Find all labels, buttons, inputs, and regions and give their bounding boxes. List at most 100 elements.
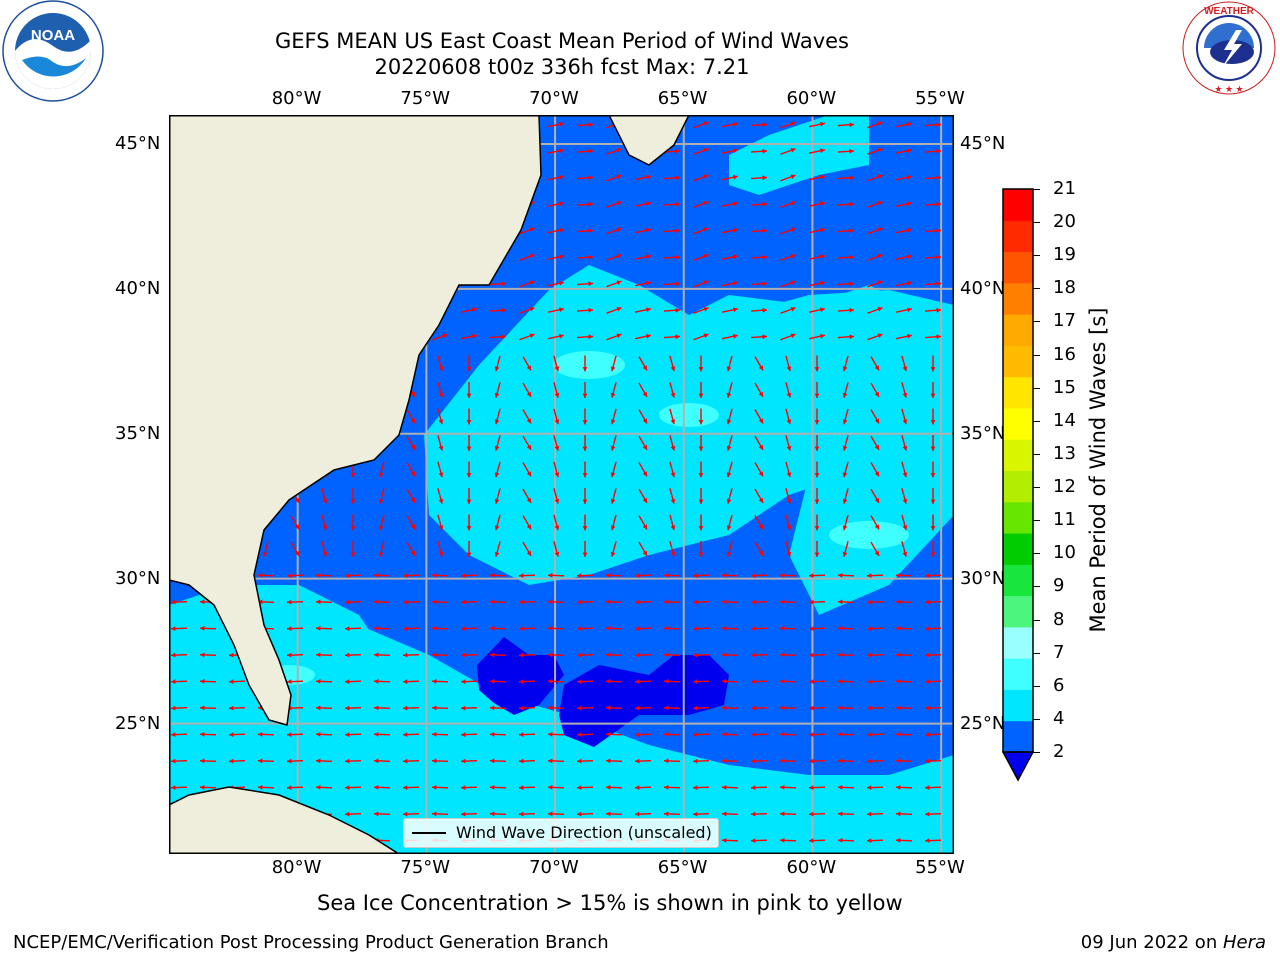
wind-arrowhead (786, 366, 792, 372)
wind-arrowhead (762, 334, 767, 340)
wind-arrowhead (838, 678, 843, 684)
wind-arrowhead (588, 281, 593, 287)
wind-arrowhead (780, 599, 785, 605)
wind-arrowhead (820, 307, 825, 313)
wind-arrowhead (751, 785, 756, 791)
wind-arrowhead (780, 705, 785, 711)
wind-arrowhead (548, 599, 553, 605)
wind-arrowhead (726, 445, 732, 451)
wind-arrowhead (432, 811, 437, 817)
wind-arrowhead (758, 418, 763, 424)
wind-arrowhead (494, 498, 500, 504)
wind-arrowhead (670, 392, 676, 398)
wind-arrowhead (762, 175, 767, 181)
wind-arrowhead (703, 280, 709, 286)
wind-arrowhead (838, 652, 843, 658)
wind-arrowhead (646, 201, 651, 207)
wind-arrowhead (874, 471, 879, 477)
noaa-logo: NOAA (2, 0, 104, 102)
wind-arrowhead (432, 625, 437, 631)
colorbar-tick: 14 (1053, 409, 1076, 431)
wind-arrowhead (432, 599, 437, 605)
wind-arrowhead (577, 785, 582, 791)
wind-arrowhead (726, 498, 732, 504)
wind-arrowhead (642, 497, 647, 503)
wind-arrowhead (316, 599, 321, 605)
wind-arrowhead (582, 393, 588, 398)
wind-arrowhead (925, 758, 930, 764)
wind-arrowhead (820, 227, 825, 233)
wind-arrowhead (403, 679, 408, 685)
wind-arrowhead (814, 552, 820, 557)
wind-arrowhead (171, 758, 176, 764)
wind-arrowhead (378, 472, 384, 478)
wind-arrowhead (432, 731, 437, 737)
wind-arrowhead (350, 473, 356, 478)
wind-arrowhead (896, 599, 901, 605)
map-legend: Wind Wave Direction (unscaled) (403, 818, 719, 848)
wind-arrowhead (229, 679, 234, 685)
wind-arrowhead (287, 626, 292, 632)
longitude-label: 65°W (657, 857, 708, 878)
wind-arrowhead (930, 420, 936, 425)
wind-arrowhead (642, 418, 647, 424)
wind-arrowhead (786, 392, 792, 398)
wind-arrowhead (907, 148, 912, 154)
wind-arrowhead (838, 837, 843, 843)
wind-arrowhead (461, 652, 466, 658)
wind-arrowhead (698, 473, 704, 478)
wind-arrowhead (849, 334, 854, 340)
colorbar-segment (1003, 658, 1033, 690)
svg-text:★ ★ ★: ★ ★ ★ (1214, 84, 1243, 94)
footer-host: Hera (1222, 932, 1266, 953)
wind-arrowhead (529, 333, 535, 339)
wind-arrowhead (675, 334, 680, 340)
wind-arrowhead (762, 307, 767, 313)
latitude-label: 30°N (960, 567, 1006, 589)
wind-arrowhead (849, 148, 854, 154)
wind-arrowhead (171, 626, 176, 632)
wind-arrowhead (258, 784, 263, 790)
wind-arrowhead (461, 705, 466, 711)
wind-arrowhead (529, 280, 535, 286)
wind-arrowhead (786, 525, 792, 531)
wind-arrowhead (874, 418, 879, 424)
wind-arrowhead (501, 281, 506, 287)
wind-arrowhead (758, 471, 763, 477)
wind-arrowhead (896, 758, 901, 764)
colorbar-tick-mark (1033, 752, 1040, 753)
wind-arrowhead (171, 705, 176, 711)
wind-arrowhead (610, 551, 616, 557)
wind-arrowhead (374, 678, 379, 684)
wind-arrowhead (877, 148, 883, 153)
wind-arrowhead (378, 525, 384, 531)
wind-arrowhead (675, 201, 680, 207)
wind-arrowhead (698, 446, 704, 451)
wind-arrowhead (780, 652, 785, 658)
wind-arrowhead (442, 333, 448, 339)
wind-arrowhead (548, 758, 553, 764)
footer-date: 09 Jun 2022 on Hera (1081, 932, 1266, 953)
wind-arrowhead (616, 254, 622, 259)
wind-arrowhead (374, 784, 379, 790)
wind-arrowhead (403, 652, 408, 658)
wind-arrowhead (646, 280, 651, 286)
wind-arrowhead (472, 333, 477, 339)
period-band-4-6 (359, 625, 954, 854)
wind-arrowhead (438, 366, 444, 372)
wind-arrowhead (294, 497, 299, 503)
colorbar-tick: 10 (1053, 542, 1076, 564)
colorbar-segment (1003, 407, 1033, 440)
wind-arrowhead (548, 572, 553, 578)
colorbar-tick: 7 (1053, 641, 1065, 663)
footer-credit: NCEP/EMC/Verification Post Processing Pr… (13, 932, 609, 953)
wind-arrowhead (698, 552, 704, 557)
wind-arrowhead (896, 731, 901, 737)
wind-arrowhead (907, 121, 912, 127)
wind-arrowhead (494, 551, 500, 557)
wind-arrowhead (554, 366, 560, 372)
wind-arrowhead (930, 367, 936, 372)
wind-arrowhead (554, 472, 560, 478)
wind-arrowhead (874, 550, 879, 556)
wind-arrowhead (664, 784, 669, 790)
